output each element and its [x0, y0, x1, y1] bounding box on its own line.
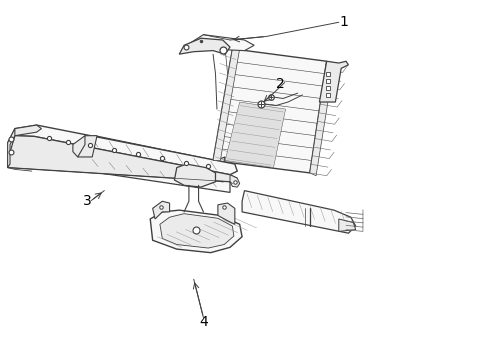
Polygon shape: [8, 129, 15, 168]
Polygon shape: [179, 38, 229, 54]
Polygon shape: [78, 136, 97, 157]
Polygon shape: [186, 35, 254, 51]
Polygon shape: [8, 125, 41, 143]
Polygon shape: [229, 175, 239, 187]
Polygon shape: [213, 49, 239, 161]
Polygon shape: [152, 201, 169, 219]
Text: 4: 4: [199, 315, 207, 329]
Polygon shape: [150, 210, 242, 253]
Polygon shape: [309, 61, 333, 176]
Polygon shape: [174, 164, 215, 187]
Polygon shape: [73, 136, 85, 157]
Polygon shape: [338, 219, 355, 231]
Text: 1: 1: [339, 15, 347, 29]
Text: 2: 2: [276, 77, 285, 91]
Polygon shape: [87, 136, 224, 168]
Polygon shape: [15, 125, 237, 175]
Polygon shape: [319, 61, 348, 102]
Text: 3: 3: [83, 194, 92, 208]
Polygon shape: [213, 49, 326, 173]
Polygon shape: [8, 136, 237, 182]
Polygon shape: [218, 203, 234, 224]
Polygon shape: [87, 157, 229, 192]
Polygon shape: [224, 102, 285, 168]
Polygon shape: [242, 191, 355, 233]
Polygon shape: [160, 214, 233, 248]
